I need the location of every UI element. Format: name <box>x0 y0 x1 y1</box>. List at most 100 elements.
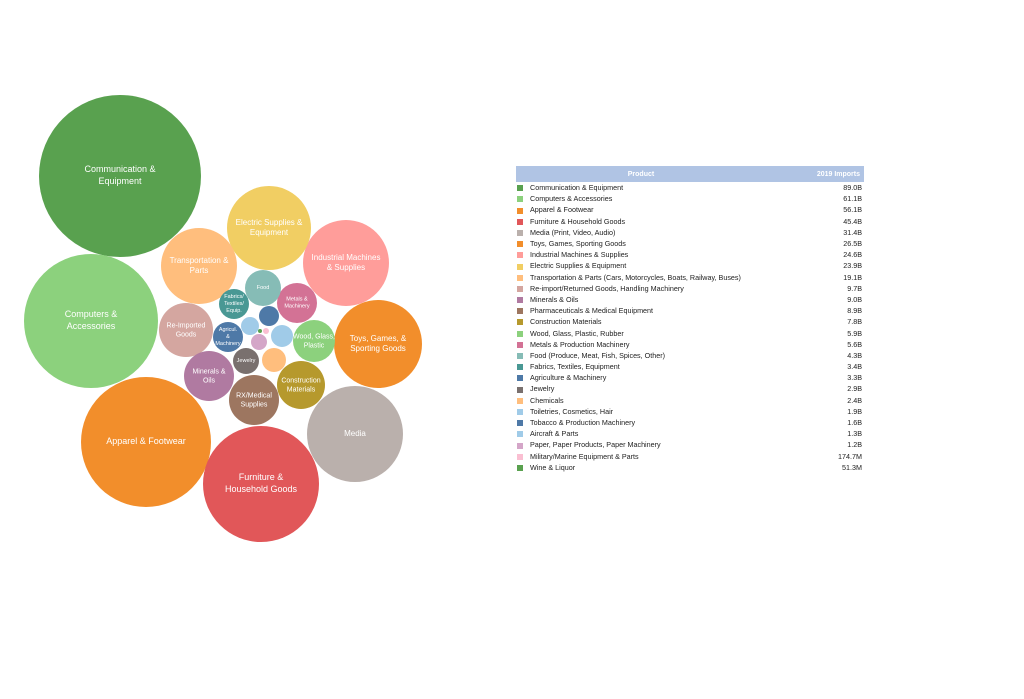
legend-product-name: Re-import/Returned Goods, Handling Machi… <box>530 283 684 293</box>
legend-row: Paper, Paper Products, Paper Machinery 1.… <box>516 439 864 450</box>
legend-product-name: Wood, Glass, Plastic, Rubber <box>530 328 624 338</box>
legend-row: Toiletries, Cosmetics, Hair 1.9B <box>516 406 864 417</box>
legend-import-value: 3.3B <box>847 373 862 383</box>
legend-swatch <box>517 285 523 292</box>
legend-swatch <box>517 442 523 449</box>
legend-product-name: Furniture & Household Goods <box>530 216 626 226</box>
bubble-label-17: Fabrics/Textiles/Equip. <box>224 294 244 314</box>
bubble-18 <box>213 322 243 352</box>
bubble-12 <box>229 375 279 425</box>
bubble-4 <box>203 426 319 542</box>
legend-swatch <box>517 263 523 270</box>
legend-product-name: Media (Print, Video, Audio) <box>530 227 616 237</box>
bubble-8 <box>227 186 311 270</box>
legend-import-value: 51.3M <box>842 462 862 472</box>
legend-product-name: Metals & Production Machinery <box>530 339 630 349</box>
legend-product-name: Food (Produce, Meat, Fish, Spices, Other… <box>530 350 666 360</box>
legend-swatch <box>517 218 523 225</box>
imports-header: 2019 Imports <box>766 166 864 182</box>
legend-swatch <box>517 464 523 471</box>
legend-row: Furniture & Household Goods 45.4B <box>516 216 864 227</box>
bubble-5 <box>307 386 403 482</box>
legend-row: Industrial Machines & Supplies 24.6B <box>516 249 864 260</box>
bubble-2 <box>24 254 158 388</box>
legend-import-value: 5.6B <box>847 339 862 349</box>
bubble-22 <box>259 306 279 326</box>
legend-swatch <box>517 207 523 214</box>
legend-import-value: 1.3B <box>847 429 862 439</box>
legend-import-value: 1.6B <box>847 418 862 428</box>
bubble-label-13: Construction Materials <box>281 377 320 393</box>
legend-swatch <box>517 196 523 203</box>
legend-row: Military/Marine Equipment & Parts 174.7M <box>516 451 864 462</box>
legend-import-value: 45.4B <box>843 216 862 226</box>
legend-row: Agriculture & Machinery 3.3B <box>516 372 864 383</box>
legend-swatch <box>517 319 523 326</box>
legend-swatch <box>517 353 523 359</box>
legend-row: Re-import/Returned Goods, Handling Machi… <box>516 283 864 294</box>
legend-row: Toys, Games, Sporting Goods 26.5B <box>516 238 864 249</box>
bubble-10 <box>159 303 213 357</box>
bubble-9 <box>161 228 237 304</box>
legend-import-value: 19.1B <box>843 272 862 282</box>
legend-swatch <box>517 297 523 304</box>
legend-row: Fabrics, Textiles, Equipment 3.4B <box>516 361 864 372</box>
legend-product-name: Tobacco & Production Machinery <box>530 418 636 428</box>
legend-row: Aircraft & Parts 1.3B <box>516 428 864 439</box>
legend-import-value: 23.9B <box>843 261 862 271</box>
legend-swatch <box>517 397 523 404</box>
legend-swatch <box>517 453 523 460</box>
legend-swatch <box>517 375 523 382</box>
legend-import-value: 9.0B <box>847 294 862 304</box>
bubble-label-15: Metals & Machinery <box>284 297 310 310</box>
legend-import-value: 8.9B <box>847 306 862 316</box>
legend-product-name: Aircraft & Parts <box>530 429 579 439</box>
legend-row: Electric Supplies & Equipment 23.9B <box>516 260 864 271</box>
legend-product-name: Jewelry <box>530 384 555 394</box>
legend-row: Metals & Production Machinery 5.6B <box>516 339 864 350</box>
legend-row: Computers & Accessories 61.1B <box>516 193 864 204</box>
legend-import-value: 2.9B <box>847 384 862 394</box>
legend-product-name: Transportation & Parts (Cars, Motorcycle… <box>530 272 741 282</box>
bubble-16 <box>245 270 281 306</box>
legend-row: Food (Produce, Meat, Fish, Spices, Other… <box>516 350 864 361</box>
legend-import-value: 2.4B <box>847 395 862 405</box>
legend-product-name: Toiletries, Cosmetics, Hair <box>530 406 614 416</box>
legend-product-name: Computers & Accessories <box>530 194 613 204</box>
legend-import-value: 9.7B <box>847 283 862 293</box>
legend-import-value: 1.9B <box>847 406 862 416</box>
legend-swatch <box>517 185 523 192</box>
legend-product-name: Minerals & Oils <box>530 294 579 304</box>
legend-swatch <box>517 308 523 315</box>
bubble-label-7: Industrial Machines & Supplies <box>312 253 381 272</box>
bubble-label-5: Media <box>344 429 366 438</box>
legend-row: Apparel & Footwear 56.1B <box>516 204 864 215</box>
legend-swatch <box>517 386 523 393</box>
bubble-label-19: Jewelry <box>237 358 256 364</box>
legend-import-value: 26.5B <box>843 239 862 249</box>
legend-row: Tobacco & Production Machinery 1.6B <box>516 417 864 428</box>
legend-import-value: 5.9B <box>847 328 862 338</box>
product-header: Product <box>516 166 766 182</box>
legend-product-name: Electric Supplies & Equipment <box>530 261 627 271</box>
legend-import-value: 1.2B <box>847 440 862 450</box>
legend-swatch <box>517 408 523 415</box>
legend-product-name: Pharmaceuticals & Medical Equipment <box>530 306 654 316</box>
legend-import-value: 89.0B <box>843 183 862 193</box>
legend-row: Pharmaceuticals & Medical Equipment 8.9B <box>516 305 864 316</box>
legend-header-row: Product 2019 Imports <box>516 166 864 182</box>
bubble-17 <box>219 289 249 319</box>
bubble-24 <box>251 334 267 350</box>
legend-import-value: 7.8B <box>847 317 862 327</box>
legend-swatch <box>517 431 523 438</box>
legend-row: Transportation & Parts (Cars, Motorcycle… <box>516 272 864 283</box>
bubble-7 <box>303 220 389 306</box>
bubble-label-6: Toys, Games, & Sporting Goods <box>350 334 407 353</box>
bubble-6 <box>334 300 422 388</box>
bubble-25 <box>263 328 269 334</box>
bubble-21 <box>271 325 293 347</box>
bubble-label-1: Communication & Equipment <box>84 165 155 187</box>
legend-row: Media (Print, Video, Audio) 31.4B <box>516 227 864 238</box>
legend-product-name: Toys, Games, Sporting Goods <box>530 239 626 249</box>
bubble-label-10: Re-Imported Goods <box>167 322 206 338</box>
